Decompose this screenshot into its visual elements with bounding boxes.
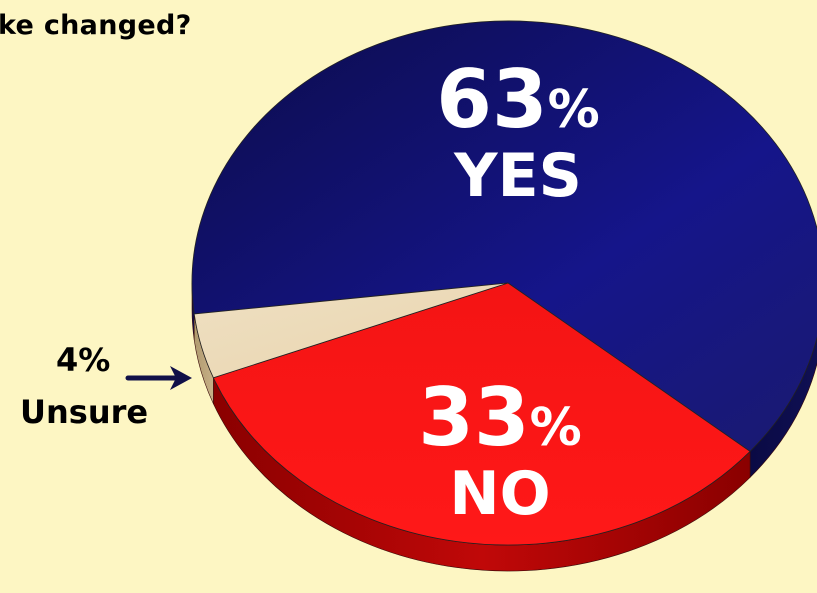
slice-value-yes: 63 — [436, 53, 548, 146]
unsure-arrow-icon — [125, 366, 192, 390]
slice-name-yes: YES — [454, 141, 582, 211]
slice-unit-yes: % — [547, 80, 600, 140]
slice-name-unsure: Unsure — [20, 393, 149, 431]
pie-slice-unsure — [193, 282, 509, 379]
slice-label-no: 33% NO — [400, 378, 600, 529]
pie-slice-no — [212, 282, 751, 546]
slice-value-no: 33 — [418, 371, 530, 464]
slice-value-unsure: 4% — [56, 341, 111, 379]
slice-unit-no: % — [529, 398, 582, 458]
chart-title: ke changed? — [0, 10, 192, 41]
slice-name-no: NO — [449, 459, 551, 529]
slice-label-yes: 63% YES — [418, 60, 618, 211]
pie-slice-yes — [191, 20, 817, 452]
